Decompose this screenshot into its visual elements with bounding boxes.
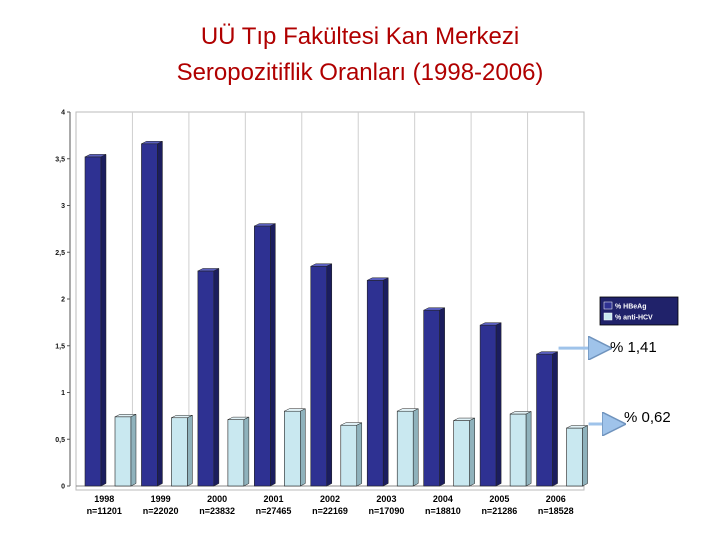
bar-hcv [284, 408, 306, 487]
bar-hcv [340, 422, 363, 487]
bar-side [187, 414, 193, 487]
bar-front [171, 417, 188, 487]
bar-hbeag [423, 307, 445, 487]
bar-hcv [509, 411, 532, 487]
bar-hbeag [479, 322, 502, 487]
x-category-sublabel: n=18528 [538, 506, 574, 516]
bar-side [495, 322, 502, 487]
bar-side [130, 413, 137, 487]
bar-side [382, 277, 389, 487]
x-category-label: 2006 [546, 494, 566, 504]
bar-side [300, 408, 306, 487]
callout-hbeag-2006: % 1,41 [610, 339, 657, 356]
x-category-sublabel: n=17090 [369, 506, 405, 516]
bar-front [227, 419, 245, 487]
bar-front [453, 420, 470, 487]
bar-front [254, 225, 271, 487]
x-category-sublabel: n=22169 [312, 506, 348, 516]
bar-front [141, 143, 158, 487]
bar-front [366, 279, 384, 487]
x-category-sublabel: n=21286 [481, 506, 517, 516]
bar-front [423, 309, 440, 487]
bar-hcv [453, 417, 475, 487]
x-category-label: 2002 [320, 494, 340, 504]
bar-hbeag [310, 263, 333, 487]
x-category-label: 2005 [489, 494, 509, 504]
y-tick-label: 2 [61, 297, 65, 304]
x-category-sublabel: n=27465 [256, 506, 292, 516]
x-category-sublabel: n=23832 [199, 506, 235, 516]
y-tick-label: 3 [61, 203, 65, 210]
y-tick-label: 0,5 [55, 437, 65, 444]
bar-side [469, 417, 475, 487]
bar-front [284, 410, 301, 487]
bar-hbeag [141, 140, 163, 487]
bar-side [270, 223, 276, 487]
y-tick-label: 2,5 [55, 250, 65, 257]
bar-side [157, 140, 163, 487]
x-category-label: 2001 [264, 494, 284, 504]
y-tick-label: 1,5 [55, 343, 65, 350]
x-category-sublabel: n=11201 [87, 506, 122, 516]
bar-front [536, 353, 553, 487]
bar-hcv [171, 414, 193, 487]
x-category-label: 2004 [433, 494, 453, 504]
bar-side [243, 416, 250, 487]
bar-hcv [114, 413, 137, 487]
chart-title-line-1: UÜ Tıp Fakültesi Kan Merkezi [200, 23, 520, 50]
bar-hbeag [536, 351, 558, 487]
chart-title-line-2: Seropozitiflik Oranları (1998-2006) [176, 59, 544, 86]
bar-hcv [396, 408, 419, 487]
bar-front [479, 324, 497, 487]
bar-front [310, 265, 328, 487]
bar-hcv [566, 425, 588, 487]
y-tick-label: 1 [61, 390, 65, 397]
legend-swatch [603, 301, 613, 310]
bar-side [552, 351, 558, 487]
x-category-label: 1999 [151, 494, 171, 504]
bar-side [356, 422, 363, 487]
x-category-sublabel: n=22020 [143, 506, 179, 516]
y-tick-label: 3,5 [55, 156, 65, 163]
bar-front [509, 413, 527, 487]
x-category-label: 2003 [376, 494, 396, 504]
x-category-label: 2000 [207, 494, 227, 504]
bar-side [582, 425, 588, 487]
bar-hbeag [84, 153, 107, 487]
legend-swatch [603, 312, 613, 321]
x-category-label: 1998 [94, 494, 114, 504]
callout-hcv-2006: % 0,62 [624, 409, 671, 426]
bar-hcv [227, 416, 250, 487]
legend-label: % HBeAg [615, 304, 647, 311]
bar-front [84, 156, 102, 487]
legend-box [599, 296, 679, 326]
bar-side [326, 263, 333, 487]
y-tick-label: 4 [61, 110, 65, 117]
bar-hbeag [366, 277, 389, 487]
bar-side [525, 411, 532, 487]
bar-front [340, 424, 358, 487]
bar-side [439, 307, 445, 487]
bar-front [114, 416, 132, 487]
bar-front [566, 427, 583, 487]
y-tick-label: 0 [61, 484, 65, 491]
bar-side [100, 153, 107, 487]
bar-side [213, 268, 220, 487]
legend-label: % anti-HCV [615, 315, 653, 322]
bar-hbeag [254, 223, 276, 487]
bar-front [396, 410, 414, 487]
bar-front [197, 270, 215, 487]
x-category-sublabel: n=18810 [425, 506, 461, 516]
bar-side [412, 408, 419, 487]
bar-hbeag [197, 268, 220, 487]
